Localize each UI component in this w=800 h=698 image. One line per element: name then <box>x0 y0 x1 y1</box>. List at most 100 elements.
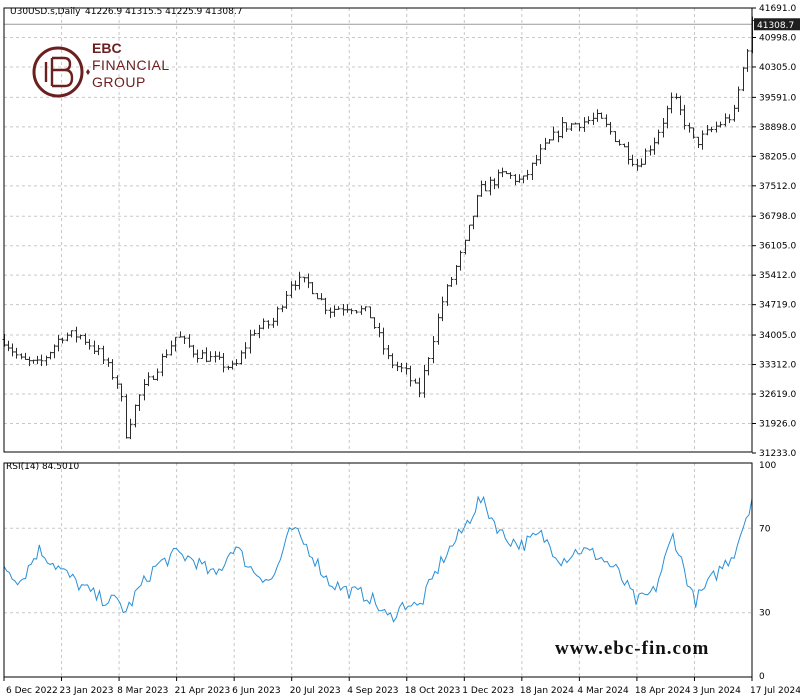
ohlc-bar <box>525 169 530 180</box>
ohlc-bar <box>386 344 391 360</box>
ohlc-bar <box>608 122 613 135</box>
ohlc-bar <box>714 121 719 133</box>
ohlc-bar <box>656 129 661 145</box>
ohlc-bar <box>213 351 218 363</box>
ohlc-bar <box>413 378 418 384</box>
ohlc-bar <box>564 122 569 132</box>
ohlc-bar <box>381 327 386 355</box>
ohlc-bar <box>718 121 723 128</box>
ohlc-bar <box>92 340 97 355</box>
time-tick-label: 17 Jul 2024 <box>750 686 800 696</box>
price-tick-label: 38898.0 <box>759 123 796 133</box>
price-tick-label: 31233.0 <box>759 449 796 459</box>
last-price-value: 41308.7 <box>757 21 794 31</box>
ohlc-bar <box>128 418 133 440</box>
ohlc-bar <box>252 329 257 336</box>
ohlc-bar <box>239 350 244 365</box>
ohlc-bar <box>230 360 235 370</box>
ohlc-bar <box>483 180 488 192</box>
ohlc-bar <box>377 322 382 338</box>
time-tick-label: 18 Apr 2024 <box>635 686 691 696</box>
gridlines <box>4 8 752 677</box>
ohlc-bar <box>445 284 450 306</box>
ohlc-bar <box>359 305 364 315</box>
ohlc-bar <box>648 145 653 156</box>
ohlc-bar <box>10 343 15 357</box>
time-tick-label: 8 Mar 2023 <box>117 686 168 696</box>
ebc-logo: EBC FINANCIAL GROUP <box>30 36 200 108</box>
ohlc-bar <box>534 154 539 166</box>
ohlc-bar <box>530 162 535 181</box>
time-tick-label: 23 Jan 2023 <box>60 686 114 696</box>
ohlc-bar <box>275 306 280 326</box>
ohlc-bar <box>678 95 683 116</box>
ohlc-bar <box>349 308 354 315</box>
ohlc-bar <box>700 130 705 150</box>
ohlc-bar <box>345 304 350 313</box>
ohlc-bar <box>492 178 497 190</box>
ohlc-bar <box>248 329 253 354</box>
ohlc-bar <box>463 239 468 255</box>
price-axis: 41691.0 40998.0 40305.0 39591.0 38898.0 38205… <box>752 4 796 459</box>
ohlc-bar <box>164 349 169 358</box>
ohlc-bar <box>60 337 65 344</box>
ohlc-bar <box>44 355 49 366</box>
price-tick-label: 39591.0 <box>759 93 796 103</box>
brand-line1: EBC <box>92 40 122 56</box>
ohlc-bar <box>319 293 324 301</box>
ohlc-header: 41226.9 41315.5 41225.9 41308.7 <box>85 7 242 17</box>
ohlc-bar <box>261 318 266 330</box>
ohlc-bar <box>573 122 578 125</box>
ohlc-bar <box>417 377 422 398</box>
ohlc-bar <box>395 361 400 371</box>
price-tick-label: 34719.0 <box>759 301 796 311</box>
ohlc-bar <box>372 317 377 329</box>
ohlc-bar <box>426 357 431 376</box>
ohlc-bar <box>195 349 200 363</box>
ohlc-bar <box>142 379 147 401</box>
price-tick-label: 36798.0 <box>759 212 796 222</box>
rsi-title: RSI(14) 84.5010 <box>6 462 79 472</box>
ohlc-bar <box>745 48 750 72</box>
ohlc-bar <box>496 169 501 189</box>
ohlc-bar <box>577 123 582 132</box>
ohlc-bar <box>182 335 187 344</box>
ohlc-bar <box>556 130 561 143</box>
ohlc-bar <box>723 113 728 127</box>
ebc-monogram-icon <box>32 46 90 98</box>
ohlc-bar <box>604 114 609 127</box>
ohlc-bar <box>467 224 472 242</box>
ohlc-bar <box>732 104 737 122</box>
ohlc-bar <box>674 93 679 100</box>
ohlc-bar <box>669 92 674 114</box>
price-tick-label: 40305.0 <box>759 63 796 73</box>
ohlc-bar <box>500 167 505 178</box>
ohlc-bar <box>652 137 657 155</box>
ohlc-bar <box>613 131 618 143</box>
price-tick-label: 33312.0 <box>759 361 796 371</box>
ohlc-bar <box>119 383 124 402</box>
price-bars <box>2 16 755 440</box>
ohlc-bar <box>297 271 302 290</box>
price-tick-label: 36105.0 <box>759 242 796 252</box>
ohlc-bar <box>488 176 493 196</box>
ohlc-bar <box>187 334 192 348</box>
rsi-series-line <box>3 495 753 623</box>
ohlc-bar <box>422 364 427 398</box>
ohlc-bar <box>289 281 294 298</box>
ohlc-bar <box>271 317 276 328</box>
ohlc-bar <box>521 175 526 184</box>
rsi-line <box>3 495 753 623</box>
ohlc-bar <box>458 250 463 271</box>
ohlc-bar <box>643 148 648 165</box>
ohlc-bar <box>639 158 644 168</box>
price-tick-label: 35412.0 <box>759 271 796 281</box>
ohlc-bar <box>687 122 692 133</box>
ohlc-bar <box>110 359 115 380</box>
ohlc-bar <box>87 339 92 350</box>
ohlc-bar <box>52 344 57 359</box>
time-tick-label: 18 Oct 2023 <box>405 686 461 696</box>
rsi-axis: 100 70 30 0 <box>759 461 776 682</box>
ohlc-bar <box>741 67 746 92</box>
last-price-label: 41308.7 <box>754 18 800 31</box>
